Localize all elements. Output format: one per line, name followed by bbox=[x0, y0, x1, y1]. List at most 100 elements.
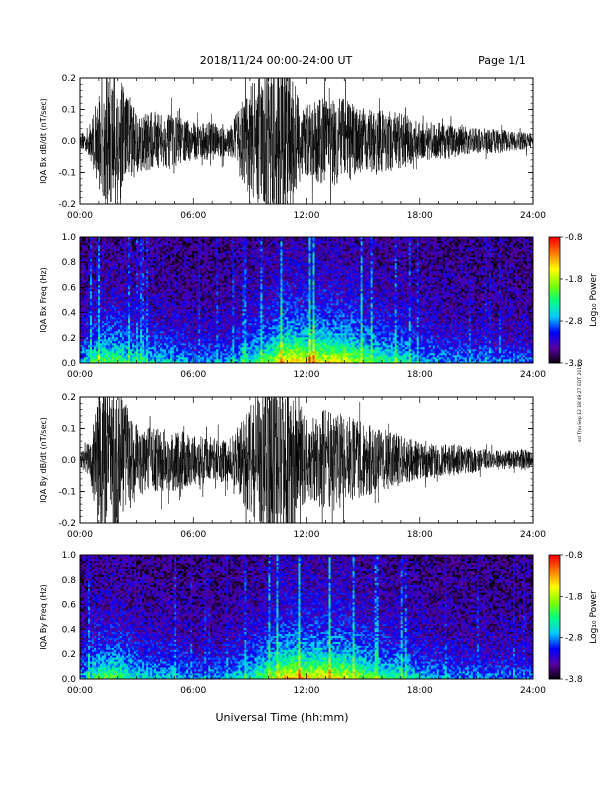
spectrogram-cell bbox=[218, 251, 221, 254]
spectrogram-cell bbox=[218, 269, 221, 272]
spectrogram-cell bbox=[162, 257, 165, 260]
spectrogram-cell bbox=[138, 251, 141, 254]
spectrogram-cell bbox=[200, 273, 203, 276]
spectrogram-cell bbox=[212, 331, 215, 334]
spectrogram-cell bbox=[86, 351, 89, 354]
spectrogram-cell bbox=[116, 345, 119, 348]
spectrogram-cell bbox=[122, 343, 125, 346]
spectrogram-cell bbox=[84, 243, 87, 246]
spectrogram-cell bbox=[100, 319, 103, 322]
spectrogram-cell bbox=[214, 357, 217, 360]
spectrogram-cell bbox=[90, 271, 93, 274]
spectrogram-cell bbox=[218, 275, 221, 278]
spectrogram-cell bbox=[226, 343, 229, 346]
spectrogram-cell bbox=[182, 305, 185, 308]
spectrogram-cell bbox=[82, 241, 85, 244]
spectrogram-cell bbox=[124, 291, 127, 294]
spectrogram-cell bbox=[176, 359, 179, 362]
spectrogram-cell bbox=[138, 267, 141, 270]
spectrogram-cell bbox=[130, 317, 133, 320]
spectrogram-cell bbox=[142, 333, 145, 336]
spectrogram-cell bbox=[112, 357, 115, 360]
spectrogram-cell bbox=[198, 295, 201, 298]
spectrogram-cell bbox=[104, 339, 107, 342]
spectrogram-cell bbox=[124, 273, 127, 276]
spectrogram-cell bbox=[126, 283, 129, 286]
spectrogram-cell bbox=[172, 351, 175, 354]
spectrogram-cell bbox=[138, 245, 141, 248]
spectrogram-cell bbox=[180, 335, 183, 338]
spectrogram-cell bbox=[214, 261, 217, 264]
spectrogram-cell bbox=[194, 357, 197, 360]
spectrogram-cell bbox=[178, 237, 181, 240]
spectrogram-cell bbox=[180, 329, 183, 332]
spectrogram-cell bbox=[108, 347, 111, 350]
spectrogram-cell bbox=[80, 353, 83, 356]
spectrogram-cell bbox=[168, 279, 171, 282]
spectrogram-cell bbox=[152, 357, 155, 360]
spectrogram-cell bbox=[98, 329, 101, 332]
spectrogram-cell bbox=[158, 259, 161, 262]
spectrogram-cell bbox=[200, 297, 203, 300]
spectrogram-cell bbox=[130, 351, 133, 354]
spectrogram-cell bbox=[150, 275, 153, 278]
spectrogram-cell bbox=[214, 331, 217, 334]
spectrogram-cell bbox=[206, 297, 209, 300]
spectrogram-cell bbox=[94, 289, 97, 292]
spectrogram-cell bbox=[122, 355, 125, 358]
spectrogram-cell bbox=[184, 285, 187, 288]
spectrogram-cell bbox=[142, 309, 145, 312]
spectrogram-cell bbox=[178, 313, 181, 316]
spectrogram-cell bbox=[174, 237, 177, 240]
spectrogram-cell bbox=[158, 357, 161, 360]
spectrogram-cell bbox=[148, 319, 151, 322]
spectrogram-cell bbox=[86, 299, 89, 302]
spectrogram-cell bbox=[132, 307, 135, 310]
spectrogram-cell bbox=[228, 301, 231, 304]
spectrogram-cell bbox=[180, 311, 183, 314]
spectrogram-cell bbox=[114, 289, 117, 292]
spectrogram-cell bbox=[224, 243, 227, 246]
spectrogram-cell bbox=[214, 311, 217, 314]
spectrogram-cell bbox=[86, 349, 89, 352]
spectrogram-cell bbox=[162, 357, 165, 360]
spectrogram-cell bbox=[232, 341, 235, 344]
spectrogram-cell bbox=[90, 325, 93, 328]
spectrogram-cell bbox=[124, 321, 127, 324]
spectrogram-cell bbox=[106, 353, 109, 356]
spectrogram-cell bbox=[154, 355, 157, 358]
spectrogram-cell bbox=[182, 283, 185, 286]
spectrogram-cell bbox=[110, 251, 113, 254]
spectrogram-cell bbox=[88, 257, 91, 260]
spectrogram-cell bbox=[140, 323, 143, 326]
spectrogram-cell bbox=[220, 351, 223, 354]
spectrogram-cell bbox=[164, 351, 167, 354]
spectrogram-cell bbox=[88, 323, 91, 326]
spectrogram-cell bbox=[140, 349, 143, 352]
spectrogram-cell bbox=[158, 337, 161, 340]
spectrogram-cell bbox=[110, 309, 113, 312]
spectrogram-cell bbox=[146, 319, 149, 322]
spectrogram-cell bbox=[144, 339, 147, 342]
spectrogram-cell bbox=[94, 269, 97, 272]
spectrogram-cell bbox=[228, 277, 231, 280]
spectrogram-cell bbox=[186, 333, 189, 336]
spectrogram-cell bbox=[222, 315, 225, 318]
spectrogram-cell bbox=[102, 251, 105, 254]
spectrogram-cell bbox=[176, 345, 179, 348]
spectrogram-cell bbox=[204, 243, 207, 246]
spectrogram-cell bbox=[154, 261, 157, 264]
spectrogram-cell bbox=[210, 333, 213, 336]
spectrogram-cell bbox=[192, 279, 195, 282]
spectrogram-cell bbox=[150, 327, 153, 330]
spectrogram-cell bbox=[142, 243, 145, 246]
spectrogram-cell bbox=[152, 265, 155, 268]
spectrogram-cell bbox=[114, 301, 117, 304]
spectrogram-cell bbox=[166, 251, 169, 254]
spectrogram-cell bbox=[126, 355, 129, 358]
spectrogram-cell bbox=[212, 319, 215, 322]
spectrogram-cell bbox=[134, 357, 137, 360]
spectrogram-cell bbox=[234, 355, 237, 358]
spectrogram-cell bbox=[214, 245, 217, 248]
spectrogram-cell bbox=[92, 269, 95, 272]
